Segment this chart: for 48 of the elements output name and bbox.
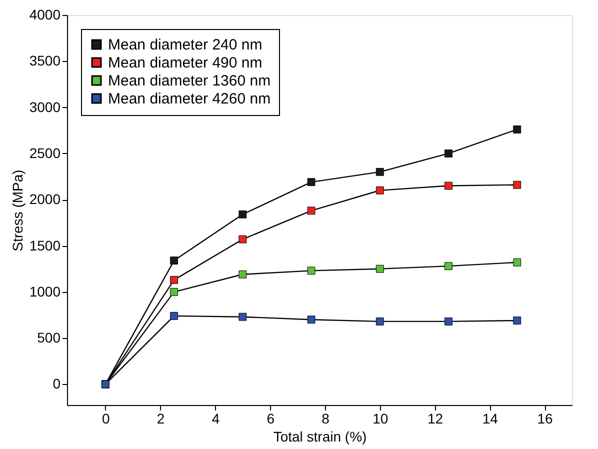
- point: [444, 262, 452, 270]
- y-tick-label: 2000: [29, 191, 61, 208]
- point: [307, 178, 316, 186]
- point: [444, 318, 452, 326]
- y-tick-label: 500: [37, 330, 61, 346]
- x-tick-label: 8: [322, 410, 330, 426]
- y-tick-label: 1500: [29, 237, 61, 254]
- y-tick-label: 2500: [29, 144, 61, 161]
- x-tick-label: 4: [212, 410, 220, 426]
- y-tick-label: 3000: [29, 98, 61, 115]
- point: [307, 206, 316, 215]
- point: [513, 258, 522, 266]
- point: [238, 210, 247, 218]
- y-tick-label: 3500: [29, 52, 61, 69]
- legend-label: Mean diameter 4260 nm: [108, 90, 271, 108]
- point: [513, 180, 522, 189]
- point: [444, 182, 452, 190]
- x-tick-label: 16: [537, 410, 554, 426]
- point: [170, 256, 178, 264]
- x-tick-label: 14: [482, 410, 498, 426]
- x-axis-title: Total strain (%): [273, 428, 367, 444]
- y-axis-title: Stress (MPa): [9, 170, 26, 252]
- point: [513, 126, 522, 134]
- point: [376, 186, 384, 194]
- y-tick-label: 4000: [29, 6, 61, 22]
- point: [170, 288, 178, 296]
- legend-label: Mean diameter 490 nm: [108, 54, 262, 72]
- x-tick-label: 6: [266, 410, 275, 426]
- point: [376, 264, 384, 273]
- legend-label: Mean diameter 240 nm: [108, 36, 262, 54]
- point: [170, 312, 178, 320]
- point: [307, 266, 316, 275]
- point: [238, 312, 247, 321]
- point: [376, 318, 384, 326]
- point: [238, 235, 247, 244]
- y-tick-label: 0: [52, 376, 61, 392]
- point: [170, 276, 178, 284]
- point: [238, 270, 247, 278]
- y-tick-label: 1000: [29, 283, 61, 300]
- x-tick-label: 2: [156, 410, 165, 426]
- legend-label: Mean diameter 1360 nm: [108, 72, 271, 90]
- point: [444, 150, 452, 158]
- point: [513, 316, 522, 324]
- point: [307, 316, 316, 324]
- point: [376, 168, 384, 176]
- x-tick-label: 0: [102, 410, 110, 426]
- x-tick-label: 10: [372, 410, 388, 426]
- x-tick-label: 12: [427, 410, 444, 426]
